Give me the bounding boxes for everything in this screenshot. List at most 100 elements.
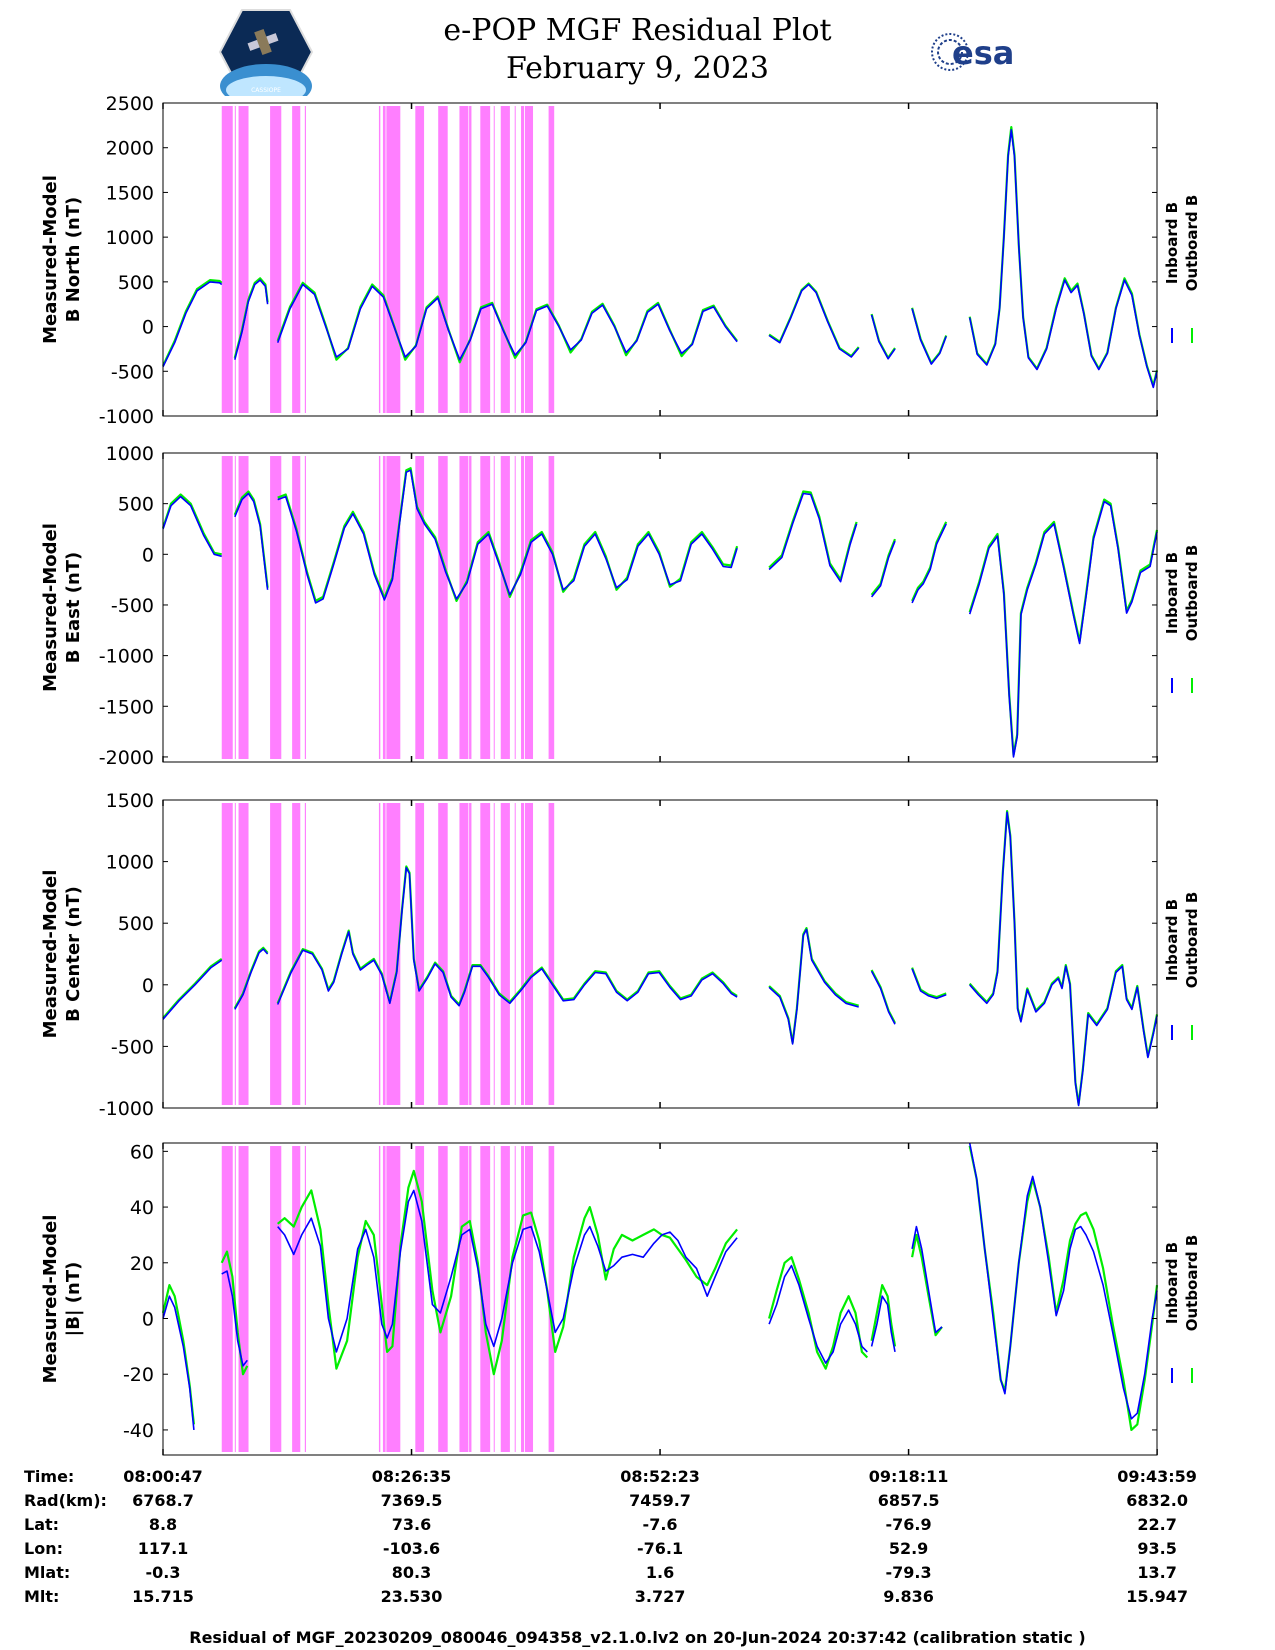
y-axis-label: Measured-Model B East (nT): [40, 523, 84, 692]
series-line-inboard: [870, 314, 896, 360]
shaded-interval: [238, 106, 249, 413]
orbit-row-label: Rad(km):: [24, 1491, 107, 1510]
y-tick-label: 2500: [106, 93, 154, 115]
legend-label: Inboard B: [1163, 899, 1181, 981]
y-tick-label: -40: [123, 1420, 154, 1442]
orbit-value: 6832.0: [1126, 1491, 1188, 1510]
series-line-outboard: [768, 1256, 869, 1370]
shaded-interval: [493, 106, 495, 413]
shaded-interval: [221, 106, 233, 413]
shaded-interval: [382, 106, 386, 413]
esa-logo-text: esa: [952, 34, 1014, 72]
shaded-interval: [548, 456, 555, 759]
series-line-inboard: [870, 540, 896, 598]
shaded-interval: [500, 106, 510, 413]
panel-2: -2000 -1500 -1000 -500 0 500 1000 Measured-Mode…: [40, 443, 1201, 769]
shaded-interval: [270, 803, 282, 1105]
shaded-interval: [292, 1146, 301, 1452]
cassiope-logo: CASSIOPE: [218, 9, 314, 96]
series-line-outboard: [911, 521, 948, 602]
shaded-interval: [521, 456, 524, 759]
shaded-interval: [438, 803, 448, 1105]
shaded-interval: [521, 1146, 524, 1452]
legend-label: Outboard B: [1183, 892, 1201, 989]
y-axis-label-line: B Center (nT): [63, 886, 84, 1022]
series-line-inboard: [768, 928, 859, 1045]
shaded-interval: [292, 803, 301, 1105]
series-line-inboard: [768, 492, 858, 583]
orbit-value: -76.1: [637, 1539, 683, 1558]
shaded-interval: [469, 106, 472, 413]
series-line-inboard: [234, 948, 269, 1010]
shaded-interval: [524, 106, 534, 413]
orbit-info-table: Time: Rad(km): Lat: Lon: Mlat: Mlt: 08:00:47 67…: [24, 1467, 1197, 1606]
orbit-value: 52.9: [889, 1539, 928, 1558]
shaded-interval: [469, 803, 472, 1105]
y-tick-label: 1000: [106, 227, 154, 249]
series-line-outboard: [277, 1169, 738, 1376]
series-line-inboard: [162, 1295, 195, 1430]
series-line-inboard: [162, 281, 223, 368]
y-tick-label: 1500: [106, 790, 154, 812]
y-tick-label: -500: [111, 595, 154, 617]
shaded-interval: [524, 803, 534, 1105]
shaded-interval: [459, 106, 469, 413]
shaded-interval: [493, 1146, 495, 1452]
series-line-inboard: [911, 1225, 943, 1334]
series-line-inboard: [968, 1142, 1158, 1420]
orbit-value: -0.3: [146, 1563, 181, 1582]
orbit-value: -7.6: [643, 1515, 678, 1534]
series-line-inboard: [221, 1270, 248, 1367]
series-line-inboard: [768, 283, 860, 358]
y-tick-label: 500: [118, 494, 154, 516]
shaded-interval: [480, 456, 491, 759]
y-tick-label: 0: [142, 1309, 154, 1331]
series-line-inboard: [911, 968, 947, 1000]
orbit-value: 08:26:35: [372, 1467, 452, 1486]
shaded-interval: [493, 803, 495, 1105]
y-axis-label-line: Measured-Model: [40, 175, 61, 344]
orbit-value: 8.8: [149, 1515, 177, 1534]
series-line-inboard: [968, 500, 1158, 758]
y-tick-label: 1000: [106, 852, 154, 874]
y-tick-label: 500: [118, 913, 154, 935]
shaded-interval: [438, 1146, 448, 1452]
shaded-interval: [270, 106, 282, 413]
shaded-interval: [524, 1146, 534, 1452]
shaded-interval: [386, 803, 401, 1105]
orbit-row-label: Lon:: [24, 1539, 63, 1558]
shaded-interval: [415, 456, 425, 759]
shaded-interval: [415, 1146, 425, 1452]
series-line-inboard: [870, 970, 896, 1025]
orbit-value: 117.1: [138, 1539, 189, 1558]
y-tick-label: -500: [111, 361, 154, 383]
orbit-value: 7369.5: [381, 1491, 443, 1510]
shaded-interval: [234, 803, 236, 1105]
y-tick-label: -2000: [99, 747, 154, 769]
y-axis-label-line: B East (nT): [63, 552, 84, 664]
shaded-interval: [521, 803, 524, 1105]
y-axis-label: Measured-Model |B| (nT): [40, 1215, 84, 1384]
shaded-interval: [469, 456, 472, 759]
series-line-inboard: [768, 1264, 868, 1364]
panel-1: -1000 -500 0 500 1000 1500 2000 2500 Measured-Mo…: [40, 93, 1201, 428]
y-tick-label: -1000: [99, 646, 154, 668]
y-tick-label: 20: [130, 1253, 154, 1275]
y-tick-label: -500: [111, 1036, 154, 1058]
shaded-interval: [378, 1146, 381, 1452]
orbit-value: 15.715: [132, 1587, 194, 1606]
y-tick-label: 1500: [106, 182, 154, 204]
shaded-interval: [514, 106, 516, 413]
shaded-interval: [270, 1146, 282, 1452]
shaded-interval: [238, 1146, 249, 1452]
series-line-inboard: [277, 469, 738, 604]
footer-caption: Residual of MGF_20230209_080046_094358_v…: [189, 1628, 1086, 1647]
shaded-interval: [221, 1146, 233, 1452]
series-line-inboard: [162, 959, 223, 1020]
shaded-interval: [270, 456, 282, 759]
shaded-interval: [524, 456, 534, 759]
series-line-outboard: [911, 1233, 943, 1337]
orbit-value: 9.836: [883, 1587, 934, 1606]
shaded-interval: [548, 1146, 555, 1452]
shaded-interval: [500, 803, 510, 1105]
